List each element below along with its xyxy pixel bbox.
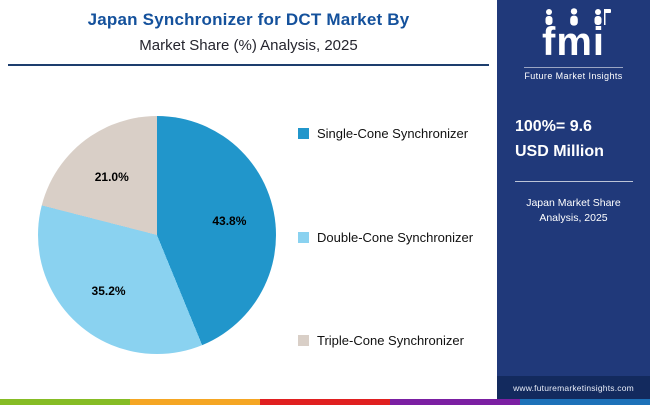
stat-unit: USD Million bbox=[515, 142, 604, 160]
pie-chart-wrap: 43.8% 35.2% 21.0% bbox=[38, 116, 276, 354]
fmi-logo-tagline: Future Market Insights bbox=[524, 67, 623, 81]
stripe-segment bbox=[390, 399, 520, 405]
analysis-caption: Japan Market Share Analysis, 2025 bbox=[526, 196, 621, 228]
sidebar-divider bbox=[514, 180, 633, 182]
legend-label: Single-Cone Synchronizer bbox=[317, 126, 469, 141]
fmi-logo-text: fmi bbox=[542, 20, 605, 64]
pie-chart bbox=[38, 116, 276, 354]
stat-value: 100%= 9.6 bbox=[515, 118, 592, 135]
legend-item-double-cone: Double-Cone Synchronizer bbox=[298, 230, 473, 245]
chart-content: 43.8% 35.2% 21.0% Single-Cone Synchronizer… bbox=[0, 88, 497, 388]
people-icon bbox=[545, 8, 611, 26]
legend-swatch bbox=[298, 231, 309, 243]
stripe-segment bbox=[520, 399, 650, 405]
stripe-segment bbox=[0, 399, 130, 405]
stripe-segment bbox=[130, 399, 260, 405]
footer-stripe bbox=[0, 399, 650, 405]
sidebar: fmi Future Market Insights 100%= 9.6 USD… bbox=[497, 0, 650, 399]
stripe-segment bbox=[260, 399, 390, 405]
legend-label: Triple-Cone Synchronizer bbox=[317, 333, 464, 348]
chart-panel: Japan Synchronizer for DCT Market By Mar… bbox=[0, 0, 497, 388]
market-size-stat: 100%= 9.6 USD Million bbox=[497, 115, 650, 165]
analysis-caption-line2: Analysis, 2025 bbox=[539, 212, 608, 225]
analysis-caption-line1: Japan Market Share bbox=[526, 196, 621, 209]
fmi-logo: fmi Future Market Insights bbox=[524, 8, 623, 81]
website-url: www.futuremarketinsights.com bbox=[497, 376, 650, 399]
legend-swatch bbox=[298, 335, 309, 346]
page-subtitle: Market Share (%) Analysis, 2025 bbox=[139, 37, 358, 54]
page-title: Japan Synchronizer for DCT Market By bbox=[87, 10, 410, 29]
legend-item-triple-cone: Triple-Cone Synchronizer bbox=[298, 333, 473, 348]
header-divider bbox=[8, 64, 489, 66]
legend-swatch bbox=[298, 128, 309, 139]
legend-label: Double-Cone Synchronizer bbox=[317, 229, 474, 245]
chart-header: Japan Synchronizer for DCT Market By Mar… bbox=[0, 0, 497, 66]
legend-item-single-cone: Single-Cone Synchronizer bbox=[298, 126, 473, 141]
chart-legend: Single-Cone Synchronizer Double-Cone Syn… bbox=[298, 126, 473, 348]
